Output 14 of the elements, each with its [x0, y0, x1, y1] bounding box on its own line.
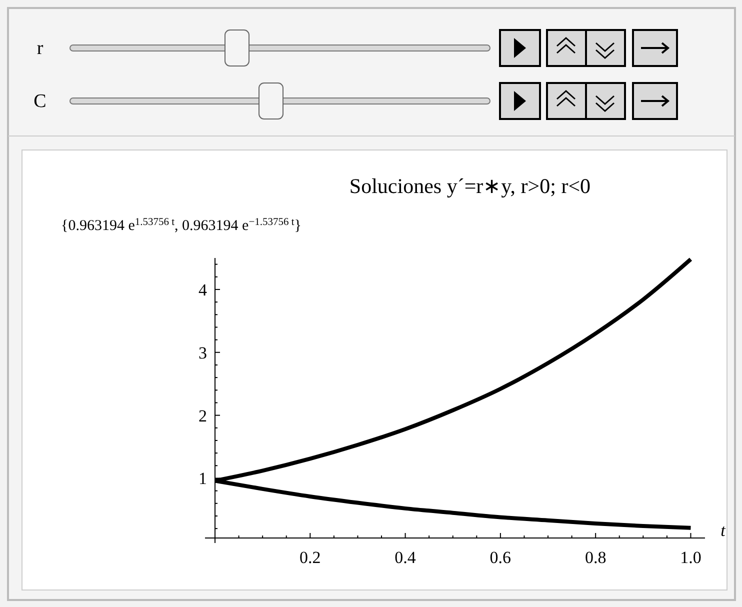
x-tick-label: 0.4	[394, 548, 416, 567]
y-tick-label: 3	[198, 343, 207, 362]
x-tick-label: 0.6	[490, 548, 512, 567]
x-tick-label: 1.0	[680, 548, 702, 567]
chart-subtitle: {0.963194 e$^{1.53756 t}$, 0.963194 e$^{−1.53756 t}$}	[61, 216, 302, 234]
chart-title: Soluciones y´=r∗y, r>0; r<0	[349, 174, 591, 198]
y-tick-label: 2	[198, 406, 207, 426]
x-tick-label: 0.2	[300, 548, 321, 567]
y-tick-label: 1	[198, 469, 207, 488]
text: C	[34, 91, 46, 112]
text: r	[36, 38, 44, 59]
x-axis-title: t	[720, 521, 727, 540]
y-tick-label: 4	[198, 280, 208, 300]
x-tick-label: 0.8	[584, 548, 606, 567]
